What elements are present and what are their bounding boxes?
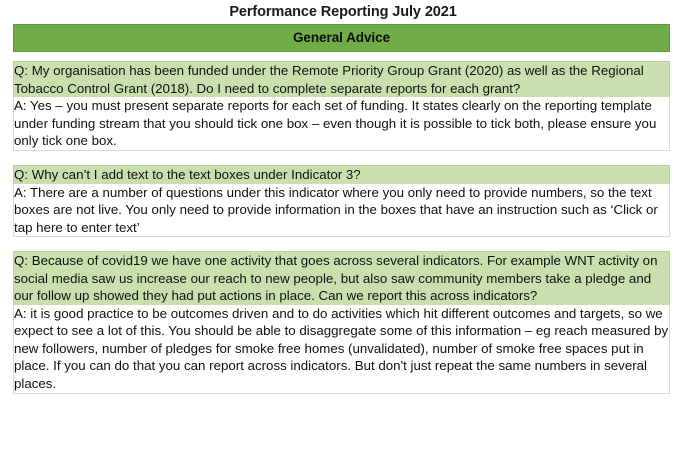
table-row-spacer [13,51,670,62]
table-row-question-3: Q: Because of covid19 we have one activi… [13,251,670,305]
page-title: Performance Reporting July 2021 [229,4,457,20]
question-text-3: Q: Because of covid19 we have one activi… [13,251,670,305]
table-row-answer-2: A: There are a number of questions under… [13,183,670,238]
question-text-2: Q: Why can’t I add text to the text boxe… [13,164,670,184]
row-spacer [13,51,670,62]
question-text-1: Q: My organisation has been funded under… [13,61,670,98]
faq-table: General Advice Q: My organisation has be… [13,24,670,394]
answer-text-3: A: it is good practice to be outcomes dr… [13,304,670,394]
answer-text-1: A: Yes – you must present separate repor… [13,97,670,151]
table-row-spacer [13,236,670,252]
row-spacer [13,236,670,252]
table-row-spacer [13,150,670,166]
answer-text-2: A: There are a number of questions under… [13,183,670,238]
table-row-answer-3: A: it is good practice to be outcomes dr… [13,304,670,394]
table-row-header: General Advice [13,24,670,53]
section-header-general-advice: General Advice [13,24,670,53]
faq-table-wrapper: General Advice Q: My organisation has be… [13,24,670,394]
row-spacer [13,150,670,166]
table-row-question-2: Q: Why can’t I add text to the text boxe… [13,164,670,184]
table-row-answer-1: A: Yes – you must present separate repor… [13,97,670,151]
table-row-question-1: Q: My organisation has been funded under… [13,61,670,98]
